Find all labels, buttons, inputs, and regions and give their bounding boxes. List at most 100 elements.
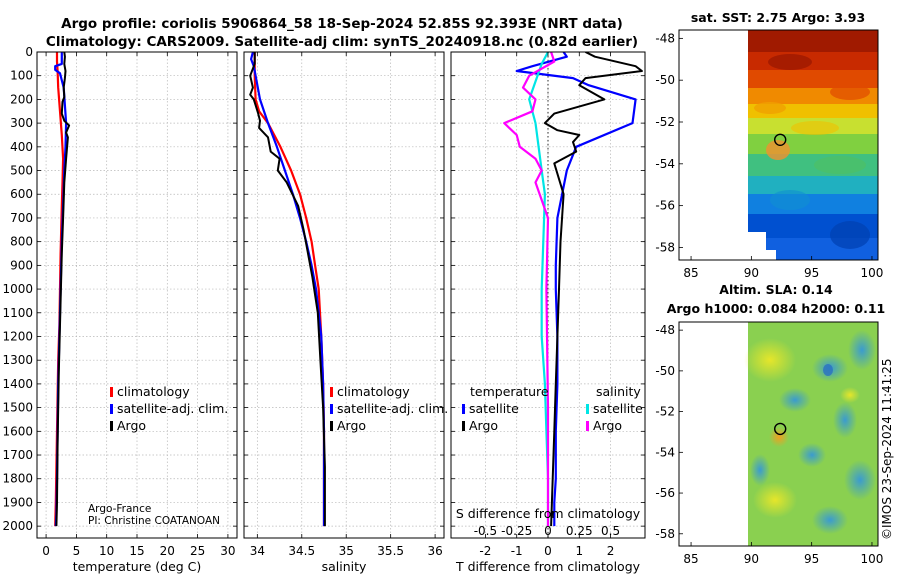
figure-title-line1: Argo profile: coriolis 5906864_58 18-Sep… xyxy=(61,16,623,32)
s-difference-label: S difference from climatology xyxy=(456,506,641,521)
y-tick-label: 700 xyxy=(10,211,33,225)
legend-label-t-satellite: satellite xyxy=(469,401,519,416)
depth-tick-labels: 0 100 200 300 400 500 600 700 800 900 1000 1100 1200… xyxy=(2,45,33,533)
lat-tick-label: -56 xyxy=(655,199,675,213)
x-tick-label: 5 xyxy=(73,544,81,558)
difference-legend: temperature salinity satellite Argo sate… xyxy=(462,384,643,433)
legend-title-temperature: temperature xyxy=(470,384,549,399)
legend-swatch-s-argo xyxy=(586,421,589,431)
x-tick-label: -1 xyxy=(511,544,523,558)
salinity-panel: 34 34.5 35 35.5 36 salinity climatology sate… xyxy=(243,51,448,574)
sst-map: sat. SST: 2.75 Argo: 3.93 xyxy=(655,10,883,280)
lon-tick-label: 85 xyxy=(683,552,698,566)
lon-tick-label: 100 xyxy=(861,552,884,566)
sla-map-title-line2: Argo h1000: 0.084 h2000: 0.11 xyxy=(667,301,886,316)
difference-series xyxy=(503,52,643,527)
legend-label-t-argo: Argo xyxy=(469,418,498,433)
y-tick-label: 100 xyxy=(10,69,33,83)
legend-swatch-satellite xyxy=(110,404,113,414)
series-t-argo xyxy=(543,52,643,527)
temperature-ticks: 0 5 10 15 20 25 30 xyxy=(37,51,237,558)
legend-label-satellite: satellite-adj. clim. xyxy=(117,401,228,416)
x-tick-label: 0 xyxy=(544,544,552,558)
top-tick-label: -0.25 xyxy=(501,524,532,538)
x-tick-label: 35 xyxy=(339,544,354,558)
lat-tick-label: -56 xyxy=(655,486,675,500)
lon-tick-label: 100 xyxy=(861,266,884,280)
y-tick-label: 300 xyxy=(10,116,33,130)
sst-float-marker xyxy=(774,133,787,147)
temperature-legend: climatology satellite-adj. clim. Argo xyxy=(110,384,228,433)
salinity-ticks: 34 34.5 35 35.5 36 xyxy=(244,51,444,558)
y-tick-label: 1100 xyxy=(2,306,33,320)
sst-field xyxy=(748,30,878,260)
legend-title-salinity: salinity xyxy=(596,384,641,399)
sla-map-frame xyxy=(678,321,879,547)
x-tick-label: 34.5 xyxy=(288,544,315,558)
y-tick-label: 1000 xyxy=(2,282,33,296)
legend-swatch-argo xyxy=(330,421,333,431)
sla-map-title-line1: Altim. SLA: 0.14 xyxy=(719,282,833,297)
legend-swatch-t-satellite xyxy=(462,404,465,414)
lon-tick-label: 85 xyxy=(683,266,698,280)
lat-tick-label: -58 xyxy=(655,240,675,254)
y-tick-label: 800 xyxy=(10,235,33,249)
sst-map-ticks: -48 -50 -52 -54 -56 -58 85 90 95 100 xyxy=(655,31,883,280)
temperature-xlabel: temperature (deg C) xyxy=(73,559,202,574)
sst-map-title: sat. SST: 2.75 Argo: 3.93 xyxy=(691,10,865,25)
credit-line2: PI: Christine COATANOAN xyxy=(88,515,220,527)
imos-watermark: ©IMOS 23-Sep-2024 11:41:25 xyxy=(880,358,894,540)
top-tick-label: 0 xyxy=(544,524,552,538)
legend-label-climatology: climatology xyxy=(117,384,190,399)
y-tick-label: 1900 xyxy=(2,495,33,509)
y-tick-label: 1300 xyxy=(2,353,33,367)
y-tick-label: 0 xyxy=(25,45,33,59)
lat-tick-label: -54 xyxy=(655,445,675,459)
legend-swatch-s-satellite xyxy=(586,404,589,414)
legend-label-s-satellite: satellite xyxy=(593,401,643,416)
difference-ticks: -2 -1 0 1 2 xyxy=(451,51,645,558)
x-tick-label: 1 xyxy=(575,544,583,558)
legend-label-argo: Argo xyxy=(117,418,146,433)
figure-title-line2: Climatology: CARS2009. Satellite-adj cli… xyxy=(46,34,638,50)
x-tick-label: 10 xyxy=(99,544,114,558)
legend-swatch-t-argo xyxy=(462,421,465,431)
series-satellite-adj-clim- xyxy=(250,52,326,527)
series-t-satellite xyxy=(515,52,637,527)
x-tick-label: 30 xyxy=(220,544,235,558)
x-tick-label: 35.5 xyxy=(377,544,404,558)
y-tick-label: 1500 xyxy=(2,401,33,415)
sla-field xyxy=(744,322,878,546)
x-tick-label: 20 xyxy=(160,544,175,558)
legend-label-argo: Argo xyxy=(337,418,366,433)
credit-line1: Argo-France xyxy=(88,503,151,515)
y-tick-label: 900 xyxy=(10,258,33,272)
salinity-series xyxy=(249,52,326,527)
salinity-grid xyxy=(244,51,444,538)
legend-label-s-argo: Argo xyxy=(593,418,622,433)
lat-tick-label: -54 xyxy=(655,157,675,171)
lon-tick-label: 95 xyxy=(804,266,819,280)
sla-map: Altim. SLA: 0.14 Argo h1000: 0.084 h2000… xyxy=(655,282,885,566)
temperature-grid xyxy=(37,51,237,538)
lat-tick-label: -48 xyxy=(655,31,675,45)
y-tick-label: 500 xyxy=(10,164,33,178)
sla-map-ticks: -48 -50 -52 -54 -56 -58 85 90 95 100 xyxy=(655,323,883,566)
top-tick-label: 0.5 xyxy=(601,524,620,538)
x-tick-label: 34 xyxy=(250,544,265,558)
series-argo xyxy=(55,52,71,527)
difference-panel: -2 -1 0 1 2 -0.5 -0.25 0 0.25 0.5 S difference f… xyxy=(450,51,646,574)
salinity-xlabel: salinity xyxy=(322,559,367,574)
legend-label-satellite: satellite-adj. clim. xyxy=(337,401,448,416)
temperature-series xyxy=(54,52,71,527)
lat-tick-label: -58 xyxy=(655,527,675,541)
lat-tick-label: -50 xyxy=(655,73,675,87)
lat-tick-label: -52 xyxy=(655,405,675,419)
lon-tick-label: 95 xyxy=(804,552,819,566)
x-tick-label: 25 xyxy=(190,544,205,558)
top-tick-label: 0.25 xyxy=(566,524,593,538)
y-tick-label: 1200 xyxy=(2,329,33,343)
lon-tick-label: 90 xyxy=(744,552,759,566)
